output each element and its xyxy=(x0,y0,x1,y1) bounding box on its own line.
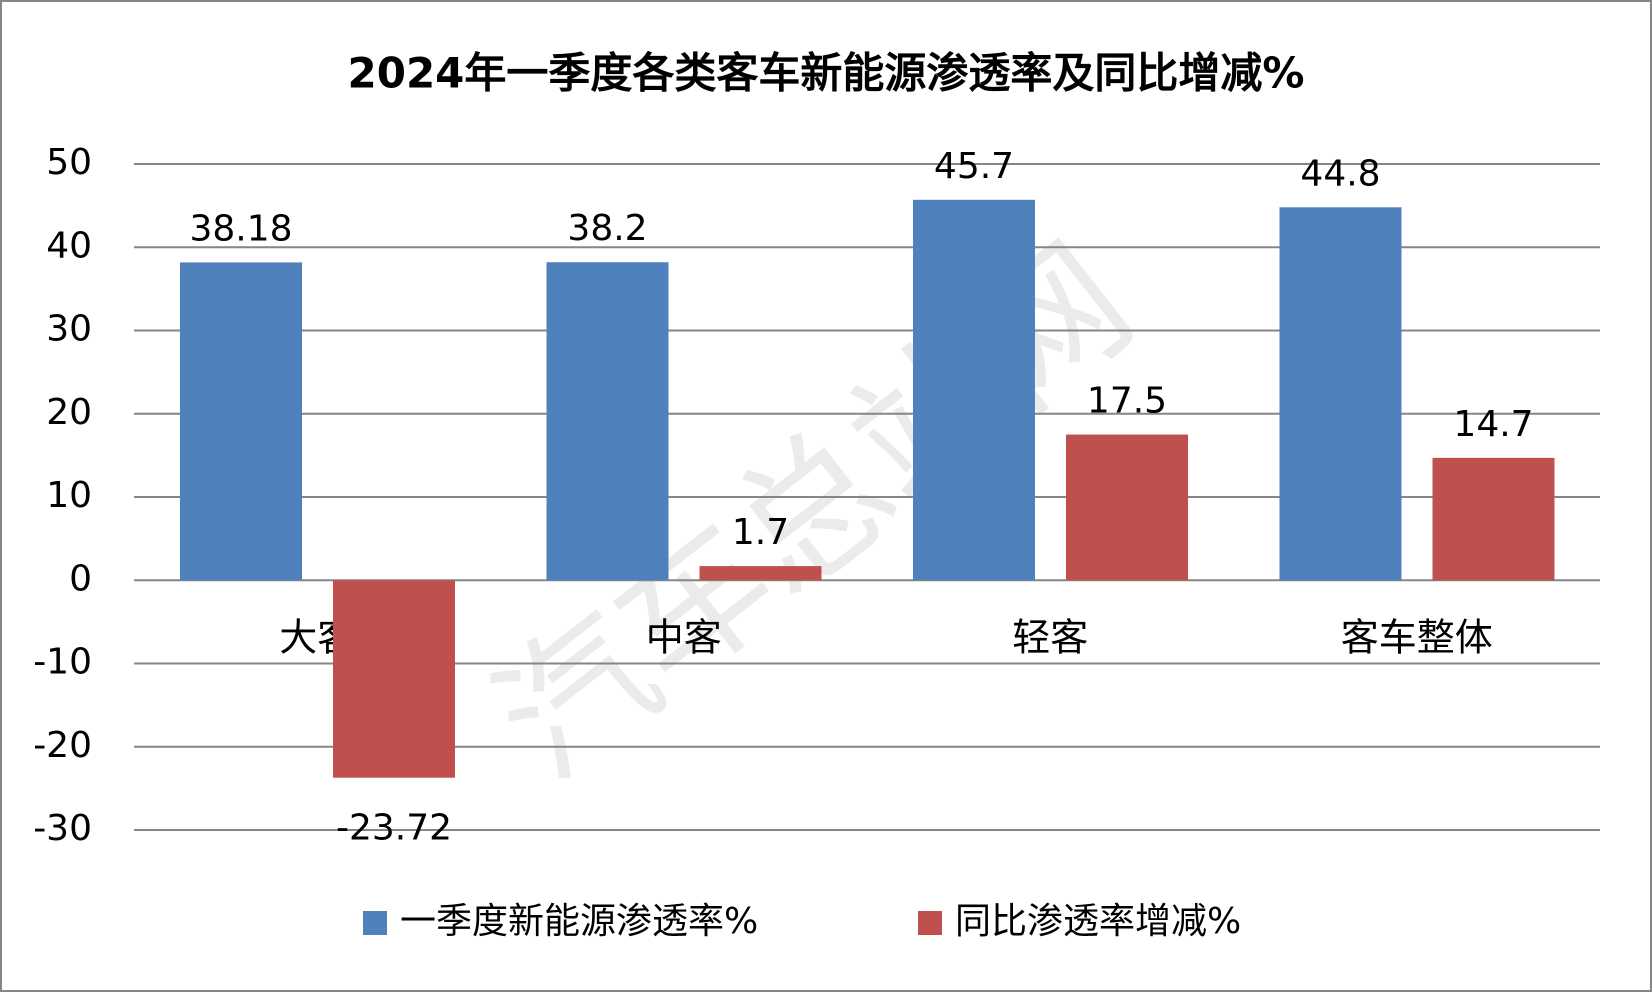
y-tick-label: 20 xyxy=(46,392,92,433)
legend-swatch xyxy=(363,911,387,935)
y-tick-label: -30 xyxy=(33,808,92,849)
data-label: 1.7 xyxy=(732,512,789,553)
data-label: 45.7 xyxy=(934,146,1014,187)
bar xyxy=(333,580,455,778)
bar xyxy=(913,199,1035,581)
data-label: 44.8 xyxy=(1300,153,1380,194)
bar xyxy=(180,262,302,581)
y-tick-label: -20 xyxy=(33,725,92,766)
y-tick-label: 0 xyxy=(69,558,92,599)
y-tick-label: 40 xyxy=(46,225,92,266)
data-label: 14.7 xyxy=(1453,404,1533,445)
x-tick-label: 中客 xyxy=(646,616,722,660)
x-tick-label: 客车整体 xyxy=(1341,616,1493,660)
legend-label: 一季度新能源渗透率% xyxy=(400,901,758,942)
data-label: 17.5 xyxy=(1087,381,1167,422)
y-tick-label: -10 xyxy=(33,642,92,683)
x-tick-label: 轻客 xyxy=(1012,616,1088,660)
y-tick-label: 50 xyxy=(46,142,92,183)
y-tick-label: 30 xyxy=(46,309,92,350)
bar xyxy=(1279,207,1402,581)
legend-swatch xyxy=(918,911,942,935)
bar xyxy=(1066,434,1188,581)
legend-label: 同比渗透率增减% xyxy=(955,901,1241,942)
data-label: 38.2 xyxy=(567,208,647,249)
data-label: -23.72 xyxy=(336,808,452,849)
chart-title: 2024年一季度各类客车新能源渗透率及同比增减% xyxy=(348,49,1305,98)
bar xyxy=(546,262,669,581)
y-tick-label: 10 xyxy=(46,475,92,516)
data-label: 38.18 xyxy=(189,208,292,249)
bar xyxy=(699,566,822,581)
bar xyxy=(1432,457,1555,581)
